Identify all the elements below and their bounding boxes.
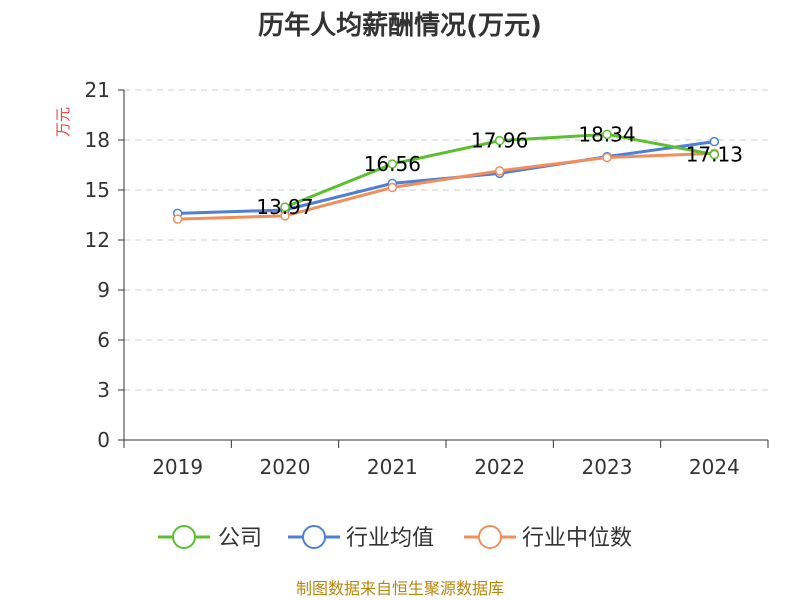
x-tick-label-2024: 2024	[689, 455, 740, 479]
y-tick-label-15: 15	[85, 178, 110, 202]
y-tick-label-21: 21	[85, 78, 110, 102]
axes: 0 3 6 9 12 15 18 21 2019 2020 2021 2022 2023 2024	[85, 78, 769, 479]
data-label: 17.13	[686, 143, 743, 167]
data-point	[172, 214, 183, 224]
y-tick-label-9: 9	[97, 278, 110, 302]
x-tick-label-2023: 2023	[582, 455, 633, 479]
data-labels: 13.97 16.56 17.96 18.34 17.13	[256, 122, 743, 219]
legend-swatch-marker-1	[302, 525, 326, 549]
y-tick-label-3: 3	[97, 378, 110, 402]
legend-label-0: 公司	[218, 526, 262, 551]
data-point	[602, 152, 612, 163]
series-line-2	[177, 151, 715, 221]
x-tick-label-2022: 2022	[474, 455, 525, 479]
y-tick-label-18: 18	[85, 128, 110, 152]
data-point	[387, 182, 398, 193]
legend-swatch-marker-2	[478, 525, 502, 549]
x-tick-label-2020: 2020	[260, 455, 311, 479]
legend-label-2: 行业中位数	[522, 526, 632, 551]
y-tick-label-0: 0	[97, 428, 110, 452]
source-note: 制图数据来自恒生聚源数据库	[296, 579, 504, 598]
x-tick-label-2019: 2019	[152, 455, 203, 479]
legend: 公司 行业均值 行业中位数	[158, 525, 632, 551]
data-point	[709, 149, 720, 160]
y-tick-label-12: 12	[85, 228, 110, 252]
data-label: 13.97	[256, 195, 313, 219]
data-point	[709, 136, 720, 147]
data-point	[602, 129, 612, 140]
gridlines	[124, 89, 768, 391]
x-tick-label-2021: 2021	[367, 455, 418, 479]
data-label: 17.96	[471, 129, 528, 153]
legend-swatch-marker-0	[172, 525, 196, 549]
data-point	[494, 166, 505, 176]
data-point	[494, 135, 505, 146]
data-label: 18.34	[578, 122, 635, 146]
data-label: 16.56	[364, 152, 421, 176]
data-point	[280, 202, 290, 212]
chart-title: 历年人均薪酬情况(万元)	[258, 10, 542, 41]
y-axis-label: 万元	[54, 107, 72, 137]
series-group	[172, 129, 720, 224]
y-tick-label-6: 6	[97, 328, 110, 352]
data-point	[387, 159, 398, 169]
legend-label-1: 行业均值	[346, 526, 434, 551]
